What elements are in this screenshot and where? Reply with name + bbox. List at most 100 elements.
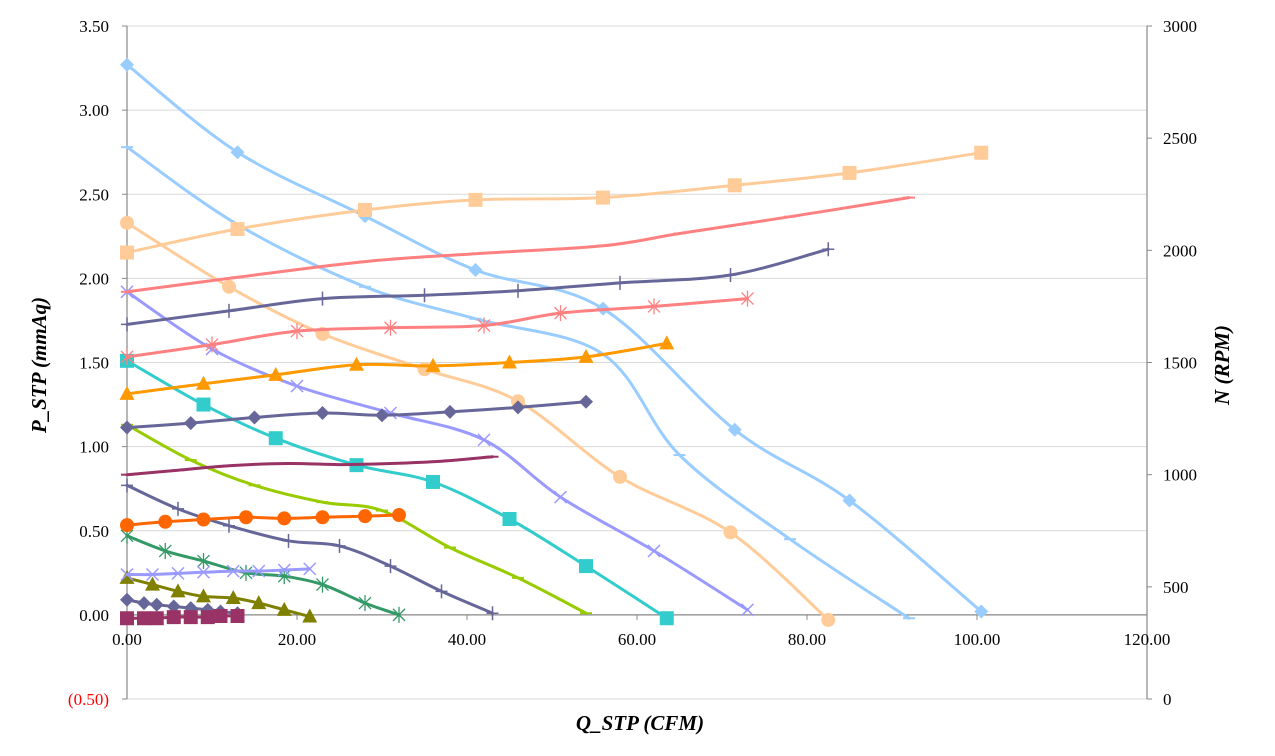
tick-labels: (0.50) 0.00 0.50 1.00 1.50 2.00 2.50 3.00 3.50 0 5… bbox=[68, 17, 1197, 709]
data-point bbox=[197, 553, 210, 570]
rpm-series-12 bbox=[121, 196, 915, 294]
data-point bbox=[166, 610, 181, 625]
data-point bbox=[239, 564, 253, 581]
y2-tick-label: 500 bbox=[1163, 578, 1189, 597]
data-point bbox=[468, 192, 483, 207]
series-line bbox=[125, 534, 401, 617]
data-point bbox=[647, 298, 661, 315]
data-point bbox=[578, 348, 594, 363]
series-line bbox=[125, 145, 911, 620]
data-point bbox=[119, 385, 135, 400]
data-point bbox=[477, 317, 491, 334]
data-point bbox=[974, 604, 989, 619]
data-point bbox=[230, 222, 245, 237]
x-tick-label: 40.00 bbox=[448, 630, 486, 649]
data-point bbox=[290, 379, 304, 393]
data-point bbox=[158, 542, 172, 559]
data-point bbox=[315, 510, 330, 525]
data-point bbox=[727, 422, 742, 437]
data-point bbox=[196, 397, 211, 412]
series-line bbox=[125, 196, 911, 294]
data-point bbox=[647, 544, 661, 558]
data-point bbox=[316, 576, 329, 593]
y2-tick-label: 1500 bbox=[1163, 354, 1197, 373]
data-point bbox=[596, 190, 610, 205]
data-point bbox=[974, 145, 989, 160]
data-point bbox=[183, 610, 198, 625]
y-tick-label: (0.50) bbox=[68, 690, 109, 709]
data-point bbox=[316, 291, 329, 306]
data-point bbox=[392, 606, 406, 623]
data-point bbox=[468, 262, 483, 277]
data-point bbox=[392, 508, 406, 523]
data-point bbox=[119, 569, 135, 584]
data-point bbox=[425, 357, 441, 372]
series-line bbox=[125, 483, 494, 615]
x-tick-label: 60.00 bbox=[618, 630, 656, 649]
pressure-series-4 bbox=[120, 285, 755, 617]
data-point bbox=[741, 290, 754, 307]
x-tick-label: 120.00 bbox=[1124, 630, 1171, 649]
data-point bbox=[170, 583, 186, 598]
data-point bbox=[205, 336, 219, 353]
y-tick-label: 0.00 bbox=[79, 606, 109, 625]
data-point bbox=[358, 509, 372, 524]
data-point bbox=[226, 564, 240, 578]
data-point bbox=[268, 431, 283, 446]
data-point bbox=[553, 490, 568, 504]
x-axis-title: Q_STP (CFM) bbox=[576, 711, 704, 735]
data-point bbox=[230, 145, 245, 160]
rpm-series-14 bbox=[120, 290, 754, 365]
data-point bbox=[149, 611, 164, 626]
rpm-series-17 bbox=[121, 455, 499, 477]
data-point bbox=[302, 608, 318, 623]
data-point bbox=[213, 608, 228, 623]
data-point bbox=[120, 215, 134, 230]
data-point bbox=[120, 420, 134, 435]
pressure-series-9 bbox=[119, 569, 318, 623]
series-line bbox=[125, 290, 749, 612]
y2-tick-label: 0 bbox=[1163, 690, 1172, 709]
data-point bbox=[196, 588, 211, 603]
data-point bbox=[384, 319, 397, 336]
data-point bbox=[120, 592, 134, 607]
data-point bbox=[223, 303, 235, 318]
data-point bbox=[486, 606, 499, 621]
data-point bbox=[384, 559, 397, 574]
data-point bbox=[196, 375, 211, 390]
data-series bbox=[119, 57, 989, 627]
data-point bbox=[120, 245, 134, 260]
data-point bbox=[443, 404, 457, 419]
data-point bbox=[727, 178, 742, 193]
data-point bbox=[268, 366, 284, 381]
data-point bbox=[502, 354, 517, 369]
data-point bbox=[121, 317, 133, 332]
y-tick-label: 2.50 bbox=[79, 185, 109, 204]
data-point bbox=[196, 512, 211, 527]
data-point bbox=[822, 242, 835, 257]
data-point bbox=[145, 567, 160, 582]
series-line bbox=[125, 423, 588, 615]
data-point bbox=[579, 559, 593, 574]
series-line bbox=[125, 221, 830, 622]
data-point bbox=[120, 518, 134, 533]
pressure-series-5 bbox=[120, 353, 674, 626]
data-point bbox=[290, 323, 304, 340]
data-point bbox=[303, 562, 317, 576]
data-point bbox=[477, 433, 491, 447]
data-point bbox=[418, 288, 431, 303]
series-line bbox=[125, 567, 312, 577]
data-point bbox=[315, 405, 330, 420]
pressure-series-2 bbox=[121, 145, 915, 620]
data-point bbox=[512, 283, 524, 298]
data-point bbox=[145, 576, 160, 591]
data-point bbox=[200, 610, 215, 625]
data-point bbox=[252, 564, 266, 578]
data-point bbox=[579, 394, 593, 409]
data-point bbox=[137, 596, 151, 611]
y-tick-label: 3.00 bbox=[79, 101, 109, 120]
rpm-series-15 bbox=[119, 335, 675, 400]
data-point bbox=[120, 611, 134, 626]
data-point bbox=[724, 268, 737, 283]
